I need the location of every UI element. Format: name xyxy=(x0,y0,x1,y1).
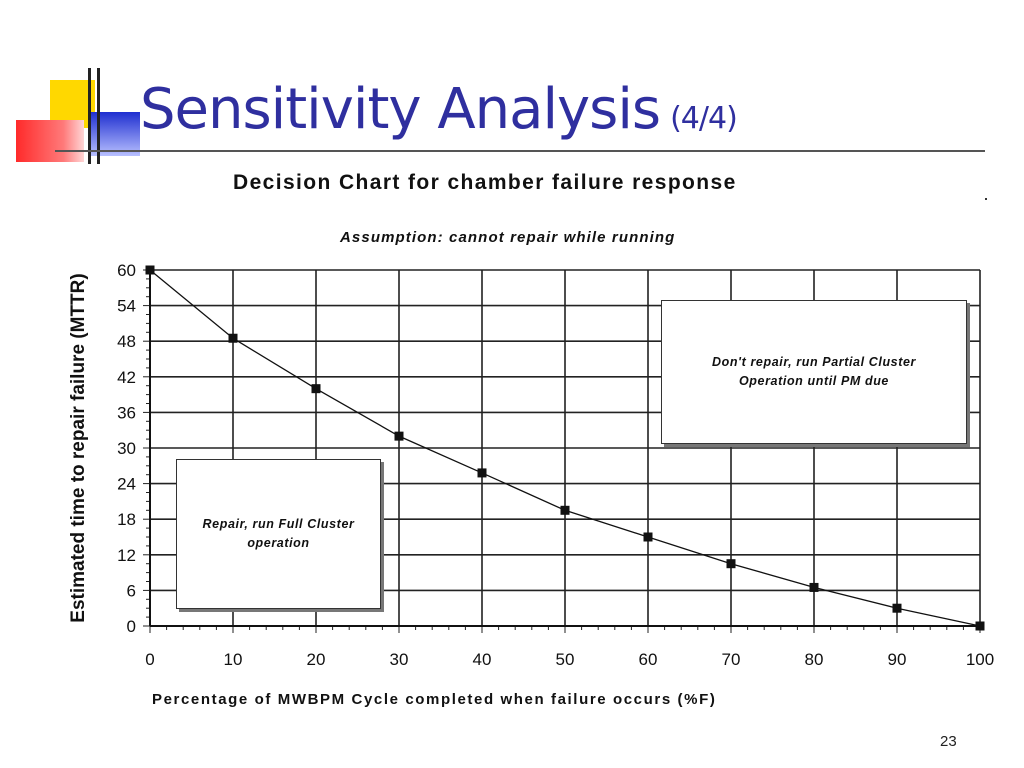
data-point-10 xyxy=(228,333,238,343)
x-tick-label-70: 70 xyxy=(722,650,741,669)
x-tick-label-10: 10 xyxy=(224,650,243,669)
y-axis-label: Estimated time to repair failure (MTTR) xyxy=(68,273,90,623)
annotation-dont-repair-text: Don't repair, run Partial Cluster Operat… xyxy=(711,354,917,388)
data-point-70 xyxy=(726,559,736,569)
data-point-30 xyxy=(394,431,404,441)
x-tick-label-90: 90 xyxy=(888,650,907,669)
y-tick-label-54: 54 xyxy=(117,297,136,316)
y-tick-label-60: 60 xyxy=(117,261,136,280)
x-tick-label-20: 20 xyxy=(307,650,326,669)
chart-subtitle: Assumption: cannot repair while running xyxy=(340,229,676,246)
chart-title: Decision Chart for chamber failure respo… xyxy=(233,171,737,194)
x-tick-label-100: 100 xyxy=(966,650,994,669)
x-axis-label: Percentage of MWBPM Cycle completed when… xyxy=(152,691,717,708)
page-number: 23 xyxy=(940,733,957,750)
annotation-dont-repair: Don't repair, run Partial Cluster Operat… xyxy=(661,300,967,444)
chart-axes xyxy=(143,269,981,633)
annotation-repair-text: Repair, run Full Cluster operation xyxy=(202,516,355,550)
x-tick-label-0: 0 xyxy=(145,650,154,669)
y-tick-label-48: 48 xyxy=(117,332,136,351)
y-tick-label-0: 0 xyxy=(127,617,136,636)
x-tick-label-60: 60 xyxy=(639,650,658,669)
y-tick-label-12: 12 xyxy=(117,546,136,565)
slide-title-suffix: (4/4) xyxy=(670,101,738,136)
data-point-50 xyxy=(560,505,570,515)
annotation-repair: Repair, run Full Cluster operation xyxy=(176,459,381,609)
data-point-80 xyxy=(809,582,819,592)
data-point-90 xyxy=(892,603,902,613)
data-point-0 xyxy=(145,265,155,275)
y-tick-label-6: 6 xyxy=(127,581,136,600)
x-tick-label-40: 40 xyxy=(473,650,492,669)
y-tick-label-36: 36 xyxy=(117,403,136,422)
x-tick-label-80: 80 xyxy=(805,650,824,669)
y-tick-label-42: 42 xyxy=(117,368,136,387)
data-point-100 xyxy=(975,621,985,631)
data-point-20 xyxy=(311,384,321,394)
data-point-60 xyxy=(643,532,653,542)
y-tick-label-30: 30 xyxy=(117,439,136,458)
chart-tick-labels: 0 10 20 30 40 50 60 70 80 90 100 0 6 12 18 24 30 36 42 48 54… xyxy=(117,261,994,669)
slide-title-text: Sensitivity Analysis xyxy=(140,77,661,142)
x-tick-label-30: 30 xyxy=(390,650,409,669)
stray-dot xyxy=(985,198,987,200)
y-tick-label-18: 18 xyxy=(117,510,136,529)
data-point-40 xyxy=(477,468,487,478)
x-tick-label-50: 50 xyxy=(556,650,575,669)
y-tick-label-24: 24 xyxy=(117,475,136,494)
chart-series xyxy=(145,265,985,631)
slide-title: Sensitivity Analysis (4/4) xyxy=(140,82,738,138)
